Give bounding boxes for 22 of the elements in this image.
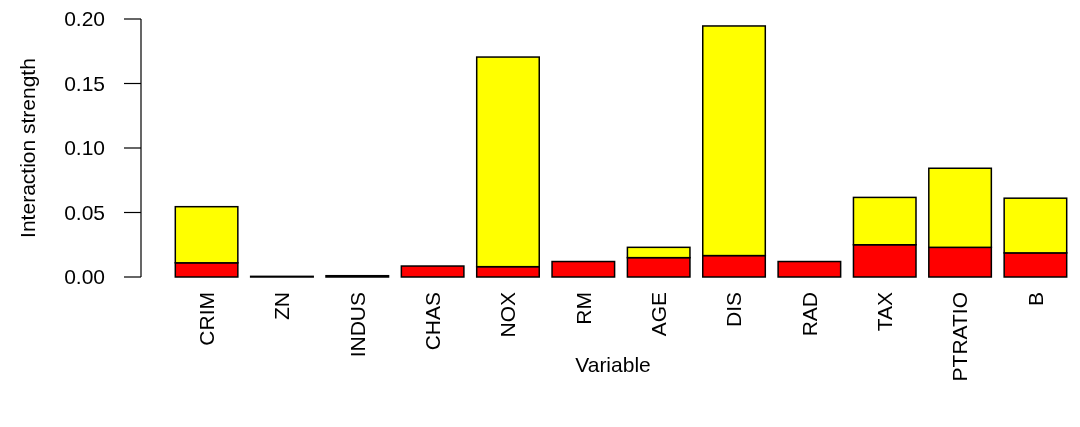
bar <box>777 260 842 278</box>
y-tick-label: 0.10 <box>64 136 105 160</box>
x-tick-label: ZN <box>270 292 294 320</box>
x-tick-label: RM <box>571 292 595 325</box>
x-tick-label: NOX <box>496 292 520 338</box>
bar <box>551 260 616 278</box>
y-tick-label: 0.15 <box>64 71 105 95</box>
x-axis-title: Variable <box>575 353 651 376</box>
x-tick-label: TAX <box>873 292 897 332</box>
y-tick-label: 0.00 <box>64 265 105 289</box>
x-tick-label: RAD <box>797 292 821 337</box>
x-tick-label: AGE <box>647 292 671 337</box>
x-tick-label: DIS <box>722 292 746 328</box>
y-axis-title: Interaction strength <box>16 58 39 238</box>
bar <box>400 265 465 278</box>
x-tick-label: CRIM <box>194 292 218 346</box>
x-tick-label: INDUS <box>345 292 369 358</box>
y-tick-label: 0.20 <box>64 7 105 31</box>
x-tick-label: PTRATIO <box>948 292 972 382</box>
x-tick-label: B <box>1023 292 1047 307</box>
y-tick-label: 0.05 <box>64 200 105 224</box>
x-tick-label: CHAS <box>420 292 444 351</box>
